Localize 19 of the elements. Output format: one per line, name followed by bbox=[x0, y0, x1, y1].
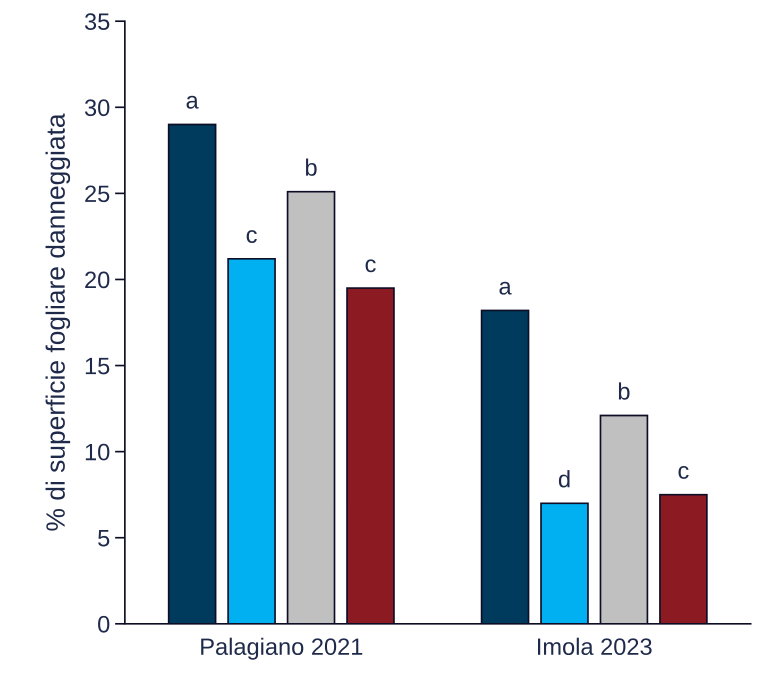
y-tick-label: 20 bbox=[85, 272, 110, 288]
data-label: a bbox=[186, 96, 199, 109]
data-label: a bbox=[499, 282, 512, 295]
y-tick-label: 30 bbox=[84, 99, 110, 116]
x-tick-label: Palagiano 2021 bbox=[201, 638, 362, 660]
data-label: d bbox=[558, 470, 570, 488]
data-label: b bbox=[618, 382, 630, 400]
data-label: c bbox=[246, 230, 257, 244]
x-tick-label: Imola 2023 bbox=[538, 638, 652, 656]
data-label: c bbox=[678, 466, 689, 479]
y-tick-label: 25 bbox=[85, 185, 110, 202]
data-label: c bbox=[366, 259, 376, 272]
y-tick-label: 10 bbox=[86, 444, 110, 460]
data-label: b bbox=[306, 158, 317, 176]
y-tick-label: 0 bbox=[98, 616, 110, 633]
y-tick-label: 35 bbox=[84, 13, 110, 30]
y-axis-title: % di superficie fogliare danneggiata bbox=[46, 113, 70, 531]
y-tick-label: 15 bbox=[86, 358, 110, 374]
y-tick-label: 5 bbox=[98, 530, 110, 547]
